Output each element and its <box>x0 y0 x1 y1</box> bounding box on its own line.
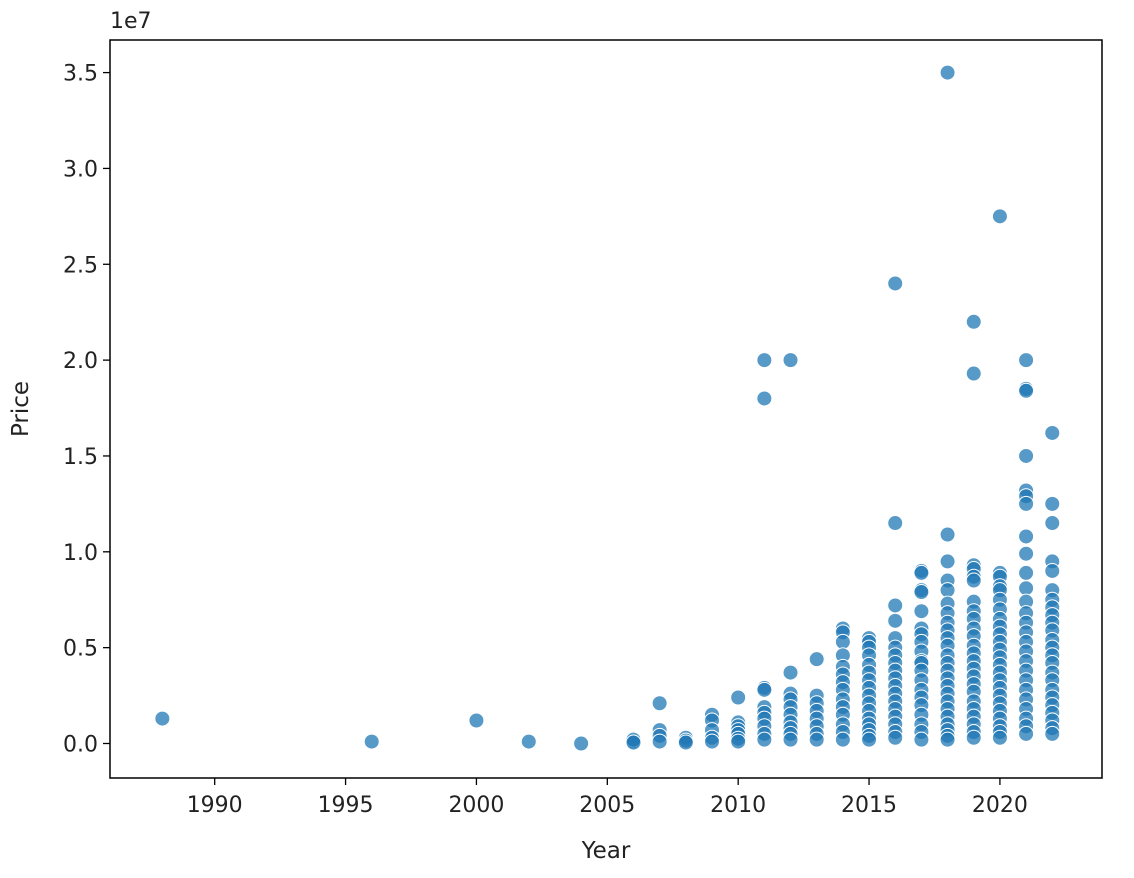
data-point <box>965 729 982 746</box>
y-tick-label: 0.0 <box>63 732 98 757</box>
data-point <box>991 208 1008 225</box>
data-point <box>468 712 485 729</box>
data-point <box>782 664 799 681</box>
data-point <box>651 695 668 712</box>
data-point <box>1018 447 1035 464</box>
data-point <box>913 584 930 601</box>
y-tick-label: 2.0 <box>63 349 98 374</box>
data-point <box>913 564 930 581</box>
data-point <box>1018 545 1035 562</box>
y-axis-label: Price <box>8 381 34 437</box>
y-tick-label: 1.5 <box>63 445 98 470</box>
data-point <box>730 733 747 750</box>
y-axis-offset-label: 1e7 <box>110 9 152 34</box>
data-point <box>965 572 982 589</box>
data-point <box>965 313 982 330</box>
data-point <box>677 734 694 751</box>
data-point <box>939 582 956 599</box>
data-point <box>782 731 799 748</box>
data-point <box>1018 528 1035 545</box>
data-point <box>756 731 773 748</box>
data-point <box>887 515 904 532</box>
data-point <box>782 352 799 369</box>
data-point <box>834 731 851 748</box>
points-layer <box>154 64 1061 752</box>
x-tick-label: 1990 <box>187 793 243 818</box>
x-tick-label: 2020 <box>972 793 1028 818</box>
x-axis-label: Year <box>581 838 631 864</box>
data-point <box>887 275 904 292</box>
data-point <box>1044 725 1061 742</box>
plot-area-frame <box>109 39 1103 779</box>
data-point <box>1018 580 1035 597</box>
data-point <box>834 633 851 650</box>
y-tick-label: 3.5 <box>63 62 98 87</box>
data-point <box>939 553 956 570</box>
data-point <box>887 597 904 614</box>
data-point <box>756 352 773 369</box>
data-point <box>520 733 537 750</box>
data-point <box>1044 424 1061 441</box>
data-point <box>808 731 825 748</box>
data-point <box>808 651 825 668</box>
data-point <box>651 733 668 750</box>
y-tick-label: 3.0 <box>63 157 98 182</box>
data-point <box>1018 725 1035 742</box>
y-tick-label: 1.0 <box>63 541 98 566</box>
data-point <box>887 729 904 746</box>
x-tick-label: 2000 <box>448 793 504 818</box>
data-point <box>913 603 930 620</box>
data-point <box>1044 562 1061 579</box>
y-tick-label: 0.5 <box>63 637 98 662</box>
y-axis: 0.0 0.5 1.0 1.5 2.0 2.5 3.0 3.5 <box>63 62 110 757</box>
data-point <box>625 734 642 751</box>
data-point <box>939 64 956 81</box>
x-tick-label: 2005 <box>579 793 635 818</box>
x-tick-label: 1995 <box>318 793 374 818</box>
data-point <box>154 710 171 727</box>
data-point <box>887 612 904 629</box>
data-point <box>756 390 773 407</box>
x-tick-label: 2010 <box>710 793 766 818</box>
data-point <box>730 689 747 706</box>
x-axis: 1990 1995 2000 2005 2010 2015 2020 <box>187 778 1028 818</box>
data-point <box>363 733 380 750</box>
data-point <box>861 731 878 748</box>
data-point <box>1018 352 1035 369</box>
data-point <box>573 735 590 752</box>
data-point <box>939 731 956 748</box>
data-point <box>965 365 982 382</box>
data-point <box>756 681 773 698</box>
data-point <box>1018 564 1035 581</box>
y-tick-label: 2.5 <box>63 253 98 278</box>
data-point <box>1044 495 1061 512</box>
data-point <box>991 729 1008 746</box>
data-point <box>913 731 930 748</box>
data-point <box>1044 515 1061 532</box>
data-point <box>704 733 721 750</box>
x-tick-label: 2015 <box>841 793 897 818</box>
data-point <box>1018 382 1035 399</box>
data-point <box>1018 495 1035 512</box>
data-point <box>939 526 956 543</box>
